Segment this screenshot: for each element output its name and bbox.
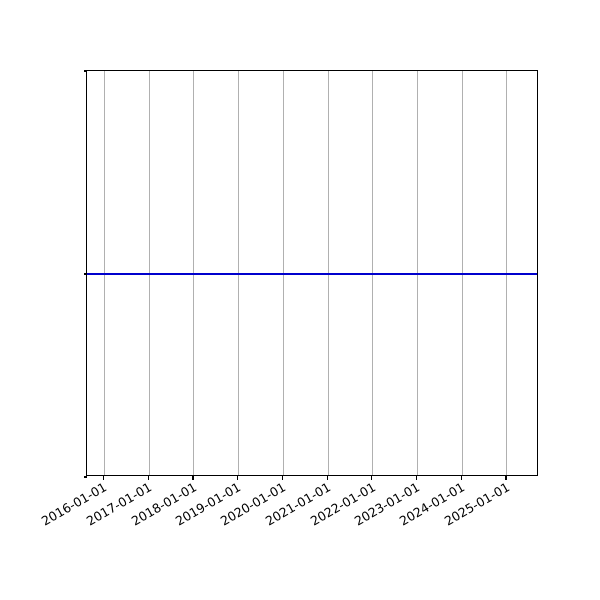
y-axis-tick-mark <box>83 70 87 72</box>
x-axis-tick-mark <box>415 476 418 480</box>
x-axis-tick-mark <box>326 476 328 480</box>
x-axis-tick-mark <box>237 476 239 480</box>
x-axis-tick-mark <box>281 476 284 480</box>
x-axis-tick-mark <box>505 476 507 480</box>
x-axis-tick-mark <box>371 476 373 480</box>
x-axis-tick-mark <box>460 476 462 480</box>
data-series-line <box>87 273 537 275</box>
x-axis-tick-mark <box>192 476 194 480</box>
y-axis-tick-mark <box>83 476 87 478</box>
x-axis-tick-mark <box>103 476 105 480</box>
y-axis-tick-mark <box>83 273 87 275</box>
plot-area <box>83 70 538 478</box>
x-axis-tick-mark <box>147 476 149 480</box>
